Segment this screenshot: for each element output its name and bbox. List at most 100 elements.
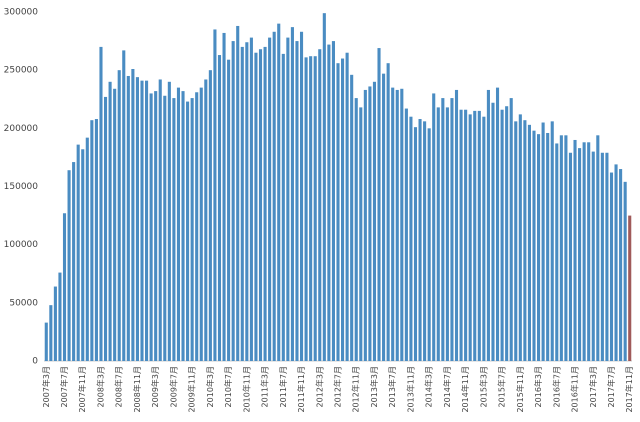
x-tick-label: 2009年7月	[168, 366, 178, 407]
x-tick-label: 2015年3月	[478, 366, 488, 407]
bar	[222, 32, 226, 361]
bar	[391, 87, 395, 361]
bar	[491, 102, 495, 362]
x-tick-label: 2015年7月	[497, 366, 507, 407]
bar	[331, 41, 335, 361]
x-tick-label: 2012年11月	[351, 366, 361, 413]
bar	[395, 89, 399, 362]
bar	[236, 25, 240, 362]
bar	[108, 81, 112, 362]
bar	[350, 74, 354, 361]
bar	[336, 63, 340, 361]
bar	[149, 93, 153, 361]
bar	[53, 286, 57, 361]
bar	[418, 119, 422, 361]
bar	[181, 91, 185, 362]
bar	[67, 170, 71, 361]
x-tick-label: 2010年11月	[241, 366, 251, 413]
bar	[546, 132, 550, 361]
bar	[436, 107, 440, 361]
bar	[555, 143, 559, 361]
bar	[299, 31, 304, 361]
bar	[99, 46, 103, 362]
bar	[382, 73, 386, 361]
bar	[459, 109, 463, 361]
bar	[135, 77, 139, 361]
x-tick-label: 2016年11月	[570, 366, 580, 413]
bar	[327, 44, 331, 361]
bar	[268, 37, 272, 362]
bar	[172, 98, 176, 361]
bar	[154, 91, 158, 362]
bar	[295, 41, 299, 361]
bar	[313, 56, 317, 361]
bar	[72, 162, 76, 361]
x-tick-label: 2009年3月	[150, 366, 160, 407]
x-tick-label: 2016年3月	[533, 366, 543, 407]
bar	[204, 79, 208, 362]
bar	[359, 107, 363, 361]
bar	[240, 46, 244, 362]
bar	[600, 152, 604, 361]
x-tick-label: 2007年7月	[59, 366, 69, 407]
x-tick-label: 2013年11月	[405, 366, 415, 413]
bar	[272, 31, 276, 361]
bar	[190, 98, 194, 361]
x-tick-label: 2011年7月	[278, 366, 288, 407]
bar	[450, 98, 454, 361]
bar	[514, 121, 518, 361]
bar	[518, 114, 522, 361]
bar	[176, 87, 181, 361]
x-tick-label: 2011年3月	[260, 366, 270, 407]
bar	[609, 172, 614, 361]
bar	[345, 52, 349, 361]
bar	[245, 42, 249, 361]
bar	[427, 128, 431, 361]
bar	[227, 59, 231, 362]
x-tick-label: 2007年11月	[77, 366, 87, 413]
bar	[158, 79, 162, 362]
bar	[477, 110, 481, 361]
bar	[486, 89, 490, 362]
bar	[454, 89, 459, 362]
bar	[377, 48, 381, 362]
bar	[277, 23, 281, 362]
bar	[623, 181, 627, 361]
bar	[432, 93, 436, 361]
x-tick-label: 2007年3月	[41, 366, 51, 407]
bar	[559, 135, 563, 361]
bar	[573, 139, 577, 361]
bar	[468, 114, 472, 361]
bar	[76, 144, 80, 361]
bar	[614, 164, 618, 361]
bar	[500, 109, 504, 361]
bar	[199, 87, 203, 361]
bar	[363, 89, 367, 362]
bar	[286, 37, 290, 362]
bar	[509, 98, 513, 361]
x-tick-label: 2017年11月	[624, 366, 634, 413]
x-tick-label: 2012年3月	[314, 366, 324, 407]
x-tick-label: 2014年3月	[424, 366, 434, 407]
x-tick-label: 2010年7月	[223, 366, 233, 407]
x-tick-label: 2010年3月	[205, 366, 215, 407]
bar	[527, 124, 531, 362]
bar	[550, 121, 554, 361]
bar	[495, 87, 500, 361]
y-tick-label: 150000	[4, 182, 39, 192]
bar	[409, 116, 413, 361]
x-tick-label: 2013年7月	[387, 366, 397, 407]
bar	[605, 152, 609, 361]
bar	[318, 49, 322, 362]
bar	[368, 86, 372, 361]
bar	[322, 13, 326, 362]
x-tick-label: 2011年11月	[296, 366, 306, 413]
x-tick-label: 2014年7月	[442, 366, 452, 407]
bar	[372, 81, 377, 362]
bar	[386, 63, 390, 361]
bar	[167, 81, 171, 362]
bar	[596, 135, 600, 361]
bar	[131, 69, 135, 362]
bar	[445, 107, 449, 361]
bar	[523, 120, 527, 361]
